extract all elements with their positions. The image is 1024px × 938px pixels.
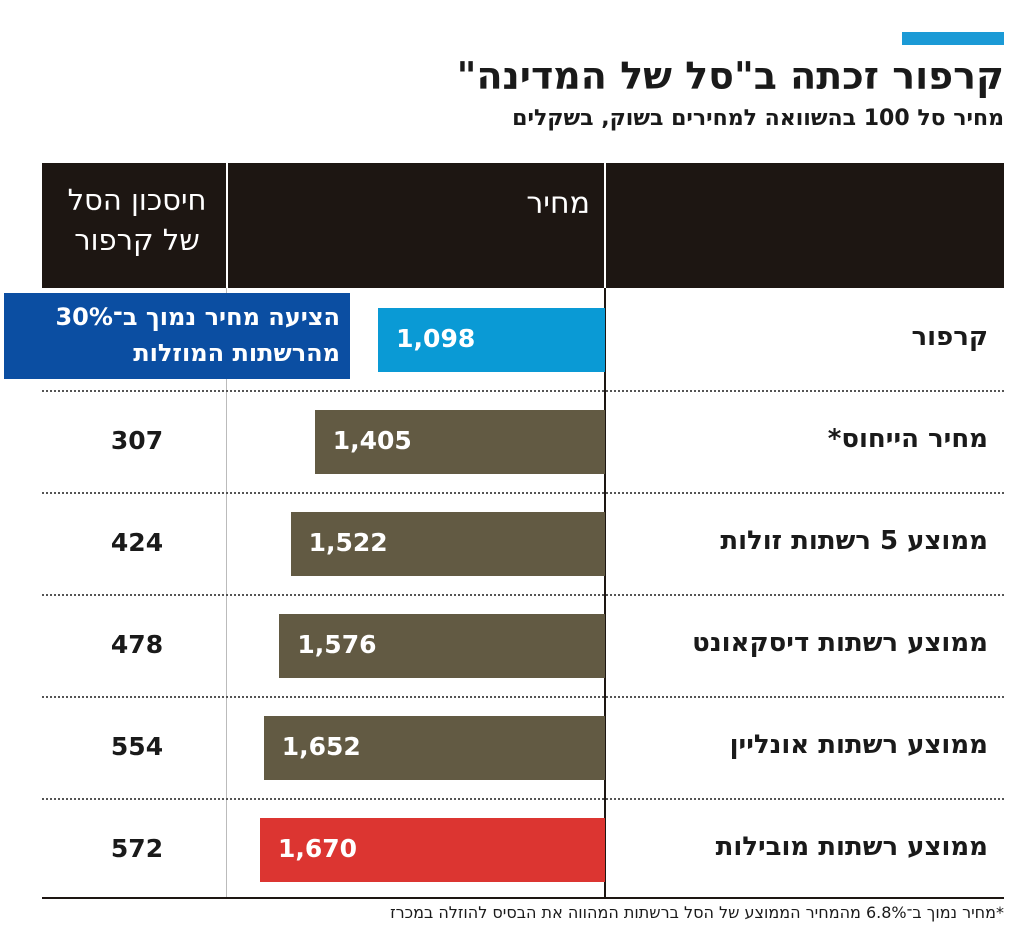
value-label: 1,522 <box>308 528 388 557</box>
savings-value: 307 <box>110 426 164 455</box>
bar: 1,652 <box>263 716 605 780</box>
category-label: ממוצע רשתות אונליין <box>729 730 988 760</box>
chart-subtitle: מחיר סל 100 בהשוואה למחירים בשוק, בשקלים <box>512 106 1004 131</box>
bar: 1,670 <box>260 818 605 882</box>
savings-value: 572 <box>110 834 164 863</box>
category-label: ממוצע 5 רשתות זולות <box>720 526 988 556</box>
chart-title: קרפור זכתה ב"סל של המדינה" <box>456 54 1004 98</box>
accent-bar <box>902 32 1004 45</box>
value-label: 1,670 <box>278 834 358 863</box>
row-separator <box>42 594 1004 596</box>
baseline <box>604 288 606 898</box>
value-label: 1,098 <box>396 324 476 353</box>
bottom-rule <box>42 897 1004 899</box>
value-label: 1,576 <box>297 630 377 659</box>
savings-value: 424 <box>110 528 164 557</box>
header-band <box>42 163 1004 288</box>
row-separator <box>42 390 1004 392</box>
category-label: קרפור <box>911 322 988 352</box>
column-header: חיסכון הסל של קרפור <box>67 183 207 257</box>
row-separator <box>42 696 1004 698</box>
column-header: מחיר <box>526 186 590 221</box>
value-label: 1,652 <box>281 732 361 761</box>
annotation: הציעה מחיר נמוך ב־30% מהרשתות המוזלות <box>55 303 340 367</box>
category-label: מחיר הייחוס* <box>827 424 988 454</box>
header-divider <box>226 163 228 288</box>
header-divider <box>604 163 606 288</box>
footnote: *מחיר נמוך ב־6.8% מהמחיר הממוצע של הסל ב… <box>390 903 1004 922</box>
bar: 1,405 <box>314 410 605 474</box>
row-separator <box>42 798 1004 800</box>
bar: 1,522 <box>290 512 605 576</box>
savings-value: 554 <box>110 732 164 761</box>
savings-value: 478 <box>110 630 164 659</box>
column-divider <box>226 288 227 898</box>
category-label: ממוצע רשתות דיסקאונט <box>692 628 988 658</box>
annotation-box: הציעה מחיר נמוך ב־30% מהרשתות המוזלות <box>4 293 350 379</box>
bar: 1,098 <box>378 308 605 372</box>
value-label: 1,405 <box>332 426 412 455</box>
bar: 1,576 <box>279 614 605 678</box>
row-separator <box>42 492 1004 494</box>
category-label: ממוצע רשתות מובילות <box>715 832 988 862</box>
